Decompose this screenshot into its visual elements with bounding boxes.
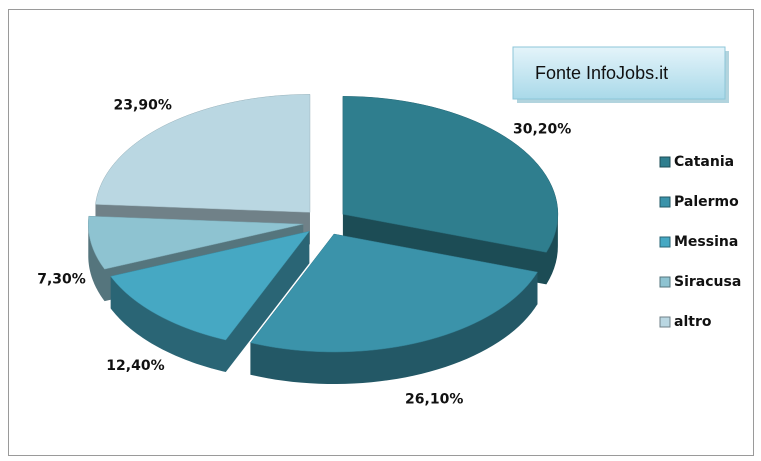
data-label: 30,20% <box>513 121 571 137</box>
slice-top <box>88 215 304 270</box>
legend-label: Siracusa <box>674 274 741 290</box>
legend-label: Catania <box>674 154 734 170</box>
pie <box>88 94 559 385</box>
data-label: 12,40% <box>106 358 164 374</box>
data-label: 23,90% <box>114 98 172 114</box>
legend-swatch <box>659 276 671 288</box>
slice <box>110 230 311 373</box>
annotation: Fonte InfoJobs.it <box>535 63 668 83</box>
slice-top <box>95 94 311 213</box>
slice-top <box>342 96 559 253</box>
legend-label: altro <box>674 314 712 330</box>
annotation-box <box>512 46 726 100</box>
slice-top <box>249 233 538 353</box>
data-label: 7,30% <box>37 272 86 288</box>
data-label: 26,10% <box>405 391 463 407</box>
slice <box>342 96 559 285</box>
legend-swatch <box>659 316 671 328</box>
legend-swatch <box>659 156 671 168</box>
legend-label: Messina <box>674 234 738 250</box>
slice-top <box>110 230 311 341</box>
legend-label: Palermo <box>674 194 739 210</box>
slice <box>249 233 538 385</box>
legend-swatch <box>659 236 671 248</box>
legend-swatch <box>659 196 671 208</box>
slice <box>95 94 311 245</box>
